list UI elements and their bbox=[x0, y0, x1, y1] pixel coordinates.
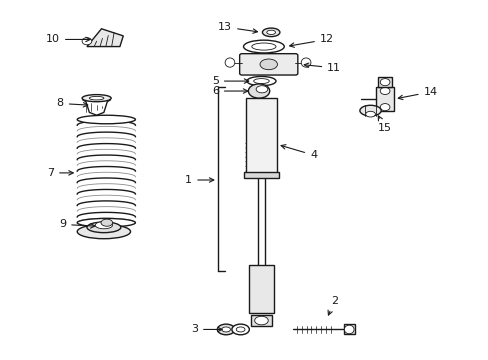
Text: 4: 4 bbox=[281, 145, 317, 160]
Text: 9: 9 bbox=[59, 220, 95, 229]
Text: 13: 13 bbox=[218, 22, 257, 33]
Text: 8: 8 bbox=[57, 99, 87, 108]
Ellipse shape bbox=[253, 78, 269, 84]
Ellipse shape bbox=[101, 219, 112, 226]
Ellipse shape bbox=[301, 58, 310, 67]
Ellipse shape bbox=[217, 324, 234, 335]
Ellipse shape bbox=[77, 225, 130, 239]
Polygon shape bbox=[87, 29, 123, 46]
Ellipse shape bbox=[248, 84, 269, 98]
Text: 1: 1 bbox=[185, 175, 213, 185]
Bar bbox=[250, 315, 272, 326]
Text: 6: 6 bbox=[211, 86, 247, 96]
Ellipse shape bbox=[89, 96, 103, 100]
Ellipse shape bbox=[266, 30, 275, 35]
Text: 5: 5 bbox=[211, 76, 248, 86]
Ellipse shape bbox=[95, 222, 112, 229]
Ellipse shape bbox=[82, 95, 111, 102]
Text: 2: 2 bbox=[327, 296, 337, 315]
Ellipse shape bbox=[251, 43, 275, 50]
Bar bbox=[343, 324, 354, 334]
Bar bbox=[245, 98, 277, 173]
Ellipse shape bbox=[221, 327, 230, 332]
Ellipse shape bbox=[380, 104, 389, 111]
Ellipse shape bbox=[380, 78, 389, 86]
Ellipse shape bbox=[344, 325, 353, 334]
Bar bbox=[244, 172, 278, 178]
Ellipse shape bbox=[224, 58, 234, 67]
Ellipse shape bbox=[365, 111, 375, 117]
FancyBboxPatch shape bbox=[239, 54, 297, 75]
Bar bbox=[249, 265, 273, 314]
Text: 10: 10 bbox=[46, 35, 90, 44]
Ellipse shape bbox=[262, 28, 279, 37]
Ellipse shape bbox=[87, 222, 121, 233]
Ellipse shape bbox=[236, 327, 244, 332]
Ellipse shape bbox=[260, 59, 277, 70]
Bar bbox=[375, 87, 393, 111]
Ellipse shape bbox=[380, 87, 389, 95]
Bar bbox=[377, 77, 391, 87]
Ellipse shape bbox=[254, 316, 268, 325]
Ellipse shape bbox=[231, 324, 249, 335]
Ellipse shape bbox=[246, 76, 275, 86]
Ellipse shape bbox=[359, 105, 381, 116]
Text: 3: 3 bbox=[191, 324, 222, 334]
Ellipse shape bbox=[82, 38, 92, 45]
Text: 11: 11 bbox=[304, 63, 341, 73]
Text: 7: 7 bbox=[47, 168, 73, 178]
Ellipse shape bbox=[77, 115, 135, 124]
Ellipse shape bbox=[243, 40, 284, 53]
Ellipse shape bbox=[256, 86, 267, 93]
Text: 15: 15 bbox=[377, 116, 391, 134]
Ellipse shape bbox=[77, 219, 135, 227]
Text: 14: 14 bbox=[397, 87, 437, 100]
Text: 12: 12 bbox=[289, 35, 333, 47]
